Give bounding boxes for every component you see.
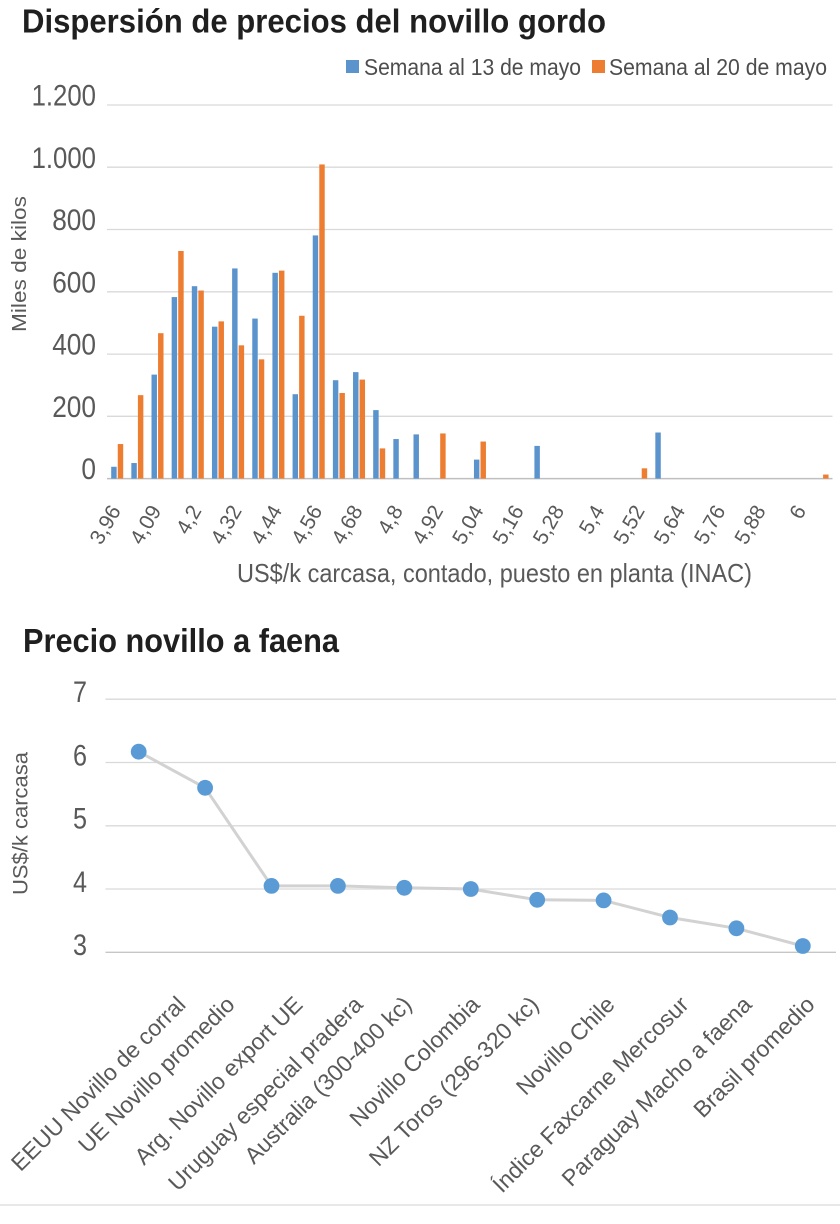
svg-text:6: 6	[73, 739, 87, 772]
svg-text:1.000: 1.000	[32, 142, 96, 175]
svg-text:Precio novillo a faena: Precio novillo a faena	[23, 622, 340, 659]
svg-text:Semana al 20 de mayo: Semana al 20 de mayo	[609, 54, 827, 80]
svg-text:0: 0	[81, 453, 96, 486]
svg-text:5: 5	[73, 803, 87, 836]
svg-text:800: 800	[52, 204, 96, 237]
svg-text:US$/k carcasa: US$/k carcasa	[10, 752, 33, 895]
svg-text:400: 400	[52, 329, 96, 362]
svg-text:US$/k carcasa, contado, puesto: US$/k carcasa, contado, puesto en planta…	[237, 558, 752, 588]
svg-text:Dispersión de precios del novi: Dispersión de precios del novillo gordo	[22, 3, 606, 40]
svg-text:200: 200	[52, 391, 96, 424]
svg-text:Semana al 13 de mayo: Semana al 13 de mayo	[364, 54, 581, 80]
svg-text:3: 3	[73, 929, 87, 962]
svg-text:Miles de kilos: Miles de kilos	[9, 196, 31, 332]
svg-text:7: 7	[73, 676, 87, 709]
svg-text:600: 600	[52, 266, 96, 299]
svg-text:4: 4	[73, 866, 87, 899]
svg-text:1.200: 1.200	[32, 80, 96, 113]
